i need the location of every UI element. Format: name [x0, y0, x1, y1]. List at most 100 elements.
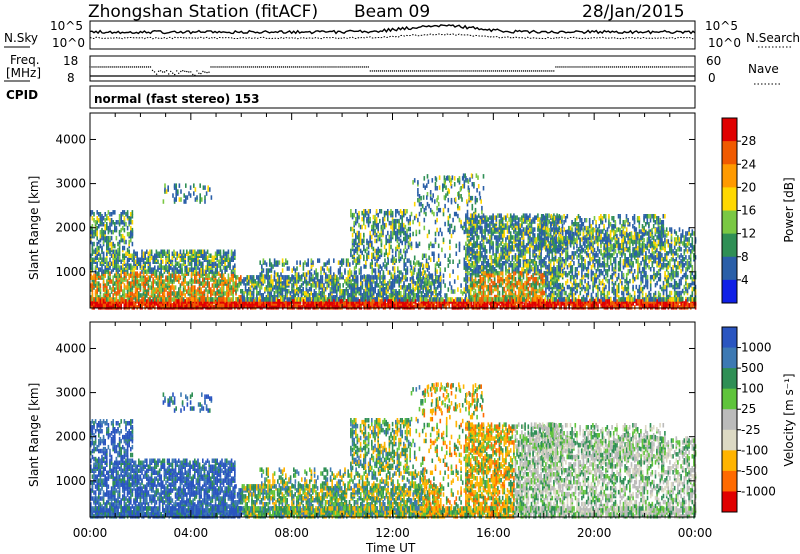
range-gate-cell	[375, 262, 377, 267]
range-gate-cell	[216, 263, 218, 268]
range-gate-cell	[108, 244, 110, 249]
range-gate-cell	[100, 293, 102, 298]
range-gate-cell	[355, 241, 357, 246]
range-gate-cell	[152, 277, 154, 282]
range-gate-cell	[435, 287, 437, 292]
range-gate-cell	[406, 217, 408, 222]
range-gate-cell	[478, 285, 480, 290]
range-gate-cell	[253, 283, 255, 288]
nave-dot	[226, 66, 227, 67]
range-gate-cell	[392, 219, 394, 224]
range-gate-cell	[333, 289, 335, 294]
range-gate-cell	[357, 285, 359, 290]
range-gate-cell	[524, 227, 526, 232]
range-gate-cell	[408, 258, 410, 263]
range-gate-cell	[96, 230, 98, 235]
range-gate-cell	[414, 202, 416, 207]
range-gate-cell	[420, 285, 422, 290]
range-gate-cell	[221, 262, 223, 267]
range-gate-cell	[371, 253, 373, 258]
range-gate-cell	[235, 289, 237, 294]
range-gate-cell	[521, 241, 523, 246]
nave-dot	[291, 66, 292, 67]
range-gate-cell	[381, 225, 383, 230]
range-gate-cell	[515, 271, 517, 276]
range-gate-cell	[468, 261, 470, 266]
range-gate-cell	[529, 213, 531, 218]
range-gate-cell	[520, 227, 522, 232]
range-gate-cell	[427, 281, 429, 286]
range-gate-cell	[202, 277, 204, 282]
range-gate-cell	[347, 289, 349, 294]
range-gate-cell	[518, 231, 520, 236]
range-gate-cell	[489, 235, 491, 240]
range-gate-cell	[436, 212, 438, 217]
range-gate-cell	[444, 267, 446, 272]
range-gate-cell	[164, 287, 166, 292]
nave-dot	[190, 71, 191, 72]
range-gate-cell	[464, 287, 466, 292]
range-gate-cell	[494, 235, 496, 240]
range-gate-cell	[330, 274, 332, 279]
range-gate-cell	[130, 281, 132, 286]
range-gate-cell	[467, 285, 469, 290]
nave-dot	[632, 66, 633, 67]
range-gate-cell	[301, 293, 303, 298]
range-gate-cell	[531, 227, 533, 232]
range-gate-cell	[383, 262, 385, 267]
range-gate-cell	[122, 210, 124, 215]
range-gate-cell	[132, 214, 134, 219]
nave-dot	[614, 66, 615, 67]
range-gate-cell	[95, 277, 97, 282]
range-gate-cell	[491, 279, 493, 284]
nsearch-label: N.Search	[746, 31, 800, 45]
range-gate-cell	[377, 251, 379, 256]
range-gate-cell	[508, 263, 510, 268]
range-gate-cell	[410, 277, 412, 282]
range-gate-cell	[464, 180, 466, 185]
range-gate-cell	[96, 210, 98, 215]
nave-dot	[499, 70, 500, 71]
range-gate-cell	[135, 285, 137, 290]
nave-dot	[200, 73, 201, 74]
range-gate-cell	[484, 215, 486, 220]
range-gate-cell	[366, 211, 368, 216]
range-gate-cell	[346, 262, 348, 267]
range-gate-cell	[502, 281, 504, 286]
range-gate-cell	[389, 270, 391, 275]
range-gate-cell	[125, 240, 127, 245]
range-gate-cell	[256, 285, 258, 290]
range-gate-cell	[159, 283, 161, 288]
range-gate-cell	[459, 176, 461, 181]
range-gate-cell	[274, 285, 276, 290]
range-gate-cell	[489, 287, 491, 292]
range-gate-cell	[400, 215, 402, 220]
range-gate-cell	[401, 255, 403, 260]
range-gate-cell	[470, 267, 472, 272]
range-gate-cell	[478, 251, 480, 256]
range-gate-cell	[521, 219, 523, 224]
range-gate-cell	[197, 291, 199, 296]
range-gate-cell	[149, 250, 151, 255]
range-gate-cell	[448, 263, 450, 268]
range-gate-cell	[531, 283, 533, 288]
range-gate-cell	[518, 263, 520, 268]
range-gate-cell	[507, 257, 509, 262]
range-gate-cell	[92, 285, 94, 290]
range-gate-cell	[141, 250, 143, 255]
range-gate-cell	[205, 252, 207, 257]
range-gate-cell	[336, 281, 338, 286]
range-gate-cell	[515, 219, 517, 224]
range-gate-cell	[286, 279, 288, 284]
range-gate-cell	[387, 231, 389, 236]
range-gate-cell	[449, 246, 451, 251]
range-gate-cell	[374, 219, 376, 224]
range-gate-cell	[468, 229, 470, 234]
range-gate-cell	[528, 269, 530, 274]
range-gate-cell	[521, 229, 523, 234]
range-gate-cell	[312, 283, 314, 288]
range-gate-cell	[224, 277, 226, 282]
range-gate-cell	[465, 287, 467, 292]
range-gate-cell	[172, 283, 174, 288]
range-gate-cell	[146, 277, 148, 282]
